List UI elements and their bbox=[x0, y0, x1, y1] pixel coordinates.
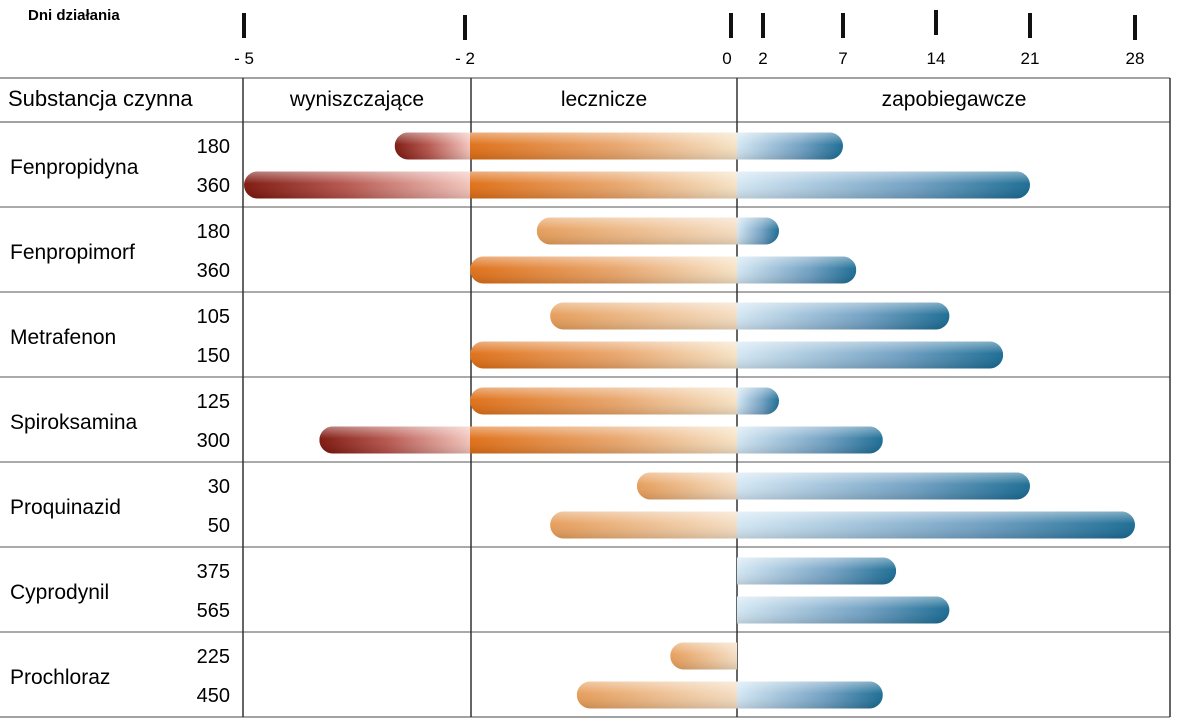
activity-bar bbox=[536, 217, 779, 245]
dose-label: 125 bbox=[197, 391, 230, 413]
bar-gloss bbox=[536, 217, 779, 245]
dose-label: 180 bbox=[197, 136, 230, 158]
substance-label: Proquinazid bbox=[10, 496, 121, 519]
bar-gloss bbox=[737, 557, 897, 585]
substance-label: Metrafenon bbox=[10, 326, 116, 349]
bar-gloss bbox=[670, 642, 737, 670]
axis-tick-label: 28 bbox=[1126, 49, 1145, 68]
axis-title: Dni działania bbox=[28, 7, 120, 24]
dose-label: 225 bbox=[197, 646, 230, 668]
axis-tick-mark bbox=[841, 13, 845, 38]
dose-label: 360 bbox=[197, 260, 230, 282]
bar-gloss bbox=[737, 596, 950, 624]
column-header-lecznicze: lecznicze bbox=[561, 88, 647, 111]
axis-tick-mark bbox=[1028, 13, 1032, 38]
dose-label: 180 bbox=[197, 221, 230, 243]
bar-gloss bbox=[470, 341, 1004, 369]
activity-bar bbox=[737, 596, 950, 624]
bar-gloss bbox=[394, 132, 843, 160]
activity-bar bbox=[319, 426, 883, 454]
bars bbox=[244, 132, 1135, 709]
axis-tick-mark bbox=[242, 13, 246, 38]
axis-ticks: - 5 - 2 0 2 7 14 21 28 bbox=[234, 10, 1144, 68]
substance-label: Fenpropimorf bbox=[10, 241, 135, 264]
bar-gloss bbox=[550, 302, 950, 330]
data-rows: Fenpropidyna 180 360 Fenpropimorf 180 360 Metr… bbox=[10, 136, 230, 707]
activity-bar bbox=[550, 511, 1135, 539]
axis-tick-label: - 2 bbox=[455, 49, 475, 68]
activity-bar bbox=[670, 642, 737, 670]
dose-label: 565 bbox=[197, 600, 230, 622]
axis-tick-mark bbox=[729, 13, 733, 38]
bar-gloss bbox=[470, 256, 857, 284]
axis-tick-label: 21 bbox=[1021, 49, 1040, 68]
activity-bar bbox=[244, 171, 1030, 199]
activity-bar bbox=[470, 256, 857, 284]
dose-label: 30 bbox=[208, 476, 230, 498]
bar-gloss bbox=[576, 681, 883, 709]
substance-label: Spiroksamina bbox=[10, 411, 138, 434]
activity-bar bbox=[470, 341, 1004, 369]
column-header-zapobiegawcze: zapobiegawcze bbox=[882, 88, 1027, 111]
dose-label: 375 bbox=[197, 561, 230, 583]
row-header-title: Substancja czynna bbox=[8, 86, 193, 111]
bar-gloss bbox=[319, 426, 883, 454]
axis-tick-mark bbox=[1133, 15, 1137, 40]
bar-gloss bbox=[244, 171, 1030, 199]
activity-bar bbox=[737, 557, 897, 585]
dose-label: 105 bbox=[197, 306, 230, 328]
dose-label: 360 bbox=[197, 175, 230, 197]
substance-label: Prochloraz bbox=[10, 666, 110, 689]
bar-gloss bbox=[550, 511, 1135, 539]
axis-tick-label: 0 bbox=[722, 49, 731, 68]
activity-bar bbox=[550, 302, 950, 330]
axis-tick-label: 14 bbox=[927, 49, 946, 68]
activity-bar bbox=[470, 387, 779, 415]
axis-tick-mark bbox=[934, 10, 938, 35]
axis-tick-label: - 5 bbox=[234, 49, 254, 68]
axis-tick-label: 2 bbox=[758, 49, 767, 68]
substance-label: Cyprodynil bbox=[10, 581, 109, 604]
dose-label: 150 bbox=[197, 345, 230, 367]
axis-tick-label: 7 bbox=[838, 49, 847, 68]
activity-bar bbox=[576, 681, 883, 709]
activity-bar bbox=[394, 132, 843, 160]
dose-label: 50 bbox=[208, 515, 230, 537]
dose-label: 300 bbox=[197, 430, 230, 452]
axis-tick-mark bbox=[463, 15, 467, 40]
substance-label: Fenpropidyna bbox=[10, 156, 139, 179]
bar-gloss bbox=[470, 387, 779, 415]
axis-tick-mark bbox=[761, 13, 765, 38]
activity-bar bbox=[636, 472, 1030, 500]
dose-label: 450 bbox=[197, 685, 230, 707]
column-header-wyniszczajace: wyniszczające bbox=[289, 88, 424, 111]
bar-gloss bbox=[636, 472, 1030, 500]
